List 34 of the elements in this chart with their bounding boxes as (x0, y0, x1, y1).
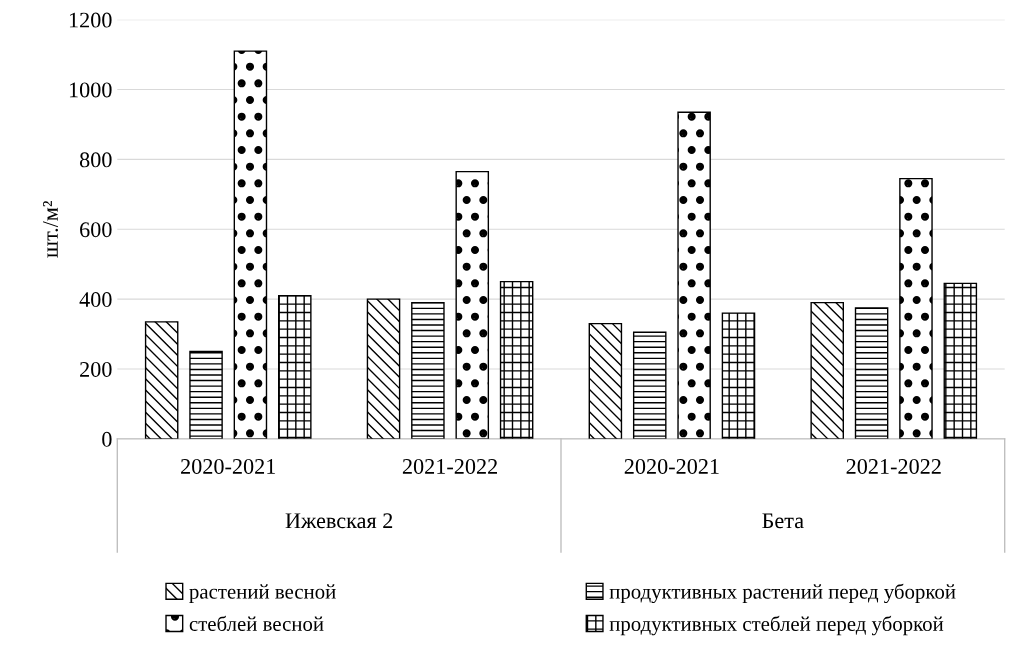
bar (854, 307, 889, 439)
bar (366, 298, 401, 439)
bar (233, 50, 268, 439)
legend-label: продуктивных стеблей перед уборкой (609, 615, 944, 636)
bar (411, 301, 445, 439)
bar (810, 301, 844, 439)
text: Бета (762, 513, 804, 529)
legend-label: стеблей весной (189, 615, 324, 631)
bar (455, 170, 490, 439)
bar (899, 177, 933, 439)
y-tick-label: 200 (80, 361, 112, 377)
legend-label: растений весной (189, 584, 336, 604)
x-tick-label: 2020-2021 (181, 458, 276, 474)
bar (144, 321, 179, 439)
bar (721, 312, 756, 439)
bar (677, 111, 711, 439)
bar (278, 294, 312, 439)
bar (499, 280, 534, 439)
y-tick-label: 0 (102, 431, 112, 447)
y-tick-label: 800 (79, 152, 112, 168)
bar (588, 322, 623, 439)
y-tick-label: 600 (80, 222, 112, 238)
x-tick-label: 2021-2022 (402, 458, 497, 474)
bar (943, 282, 978, 439)
legend-label: продуктивных растений перед уборкой (609, 583, 956, 604)
y-tick-label: 1200 (69, 12, 112, 28)
bar (189, 350, 223, 439)
y-axis-title: шт./м² (43, 200, 59, 258)
x-tick-label: 2020-2021 (624, 458, 719, 474)
y-tick-label: 400 (79, 292, 112, 308)
x-tick-label: 2021-2022 (846, 458, 941, 474)
bar (632, 331, 667, 439)
text: Ижевская 2 (285, 513, 393, 529)
y-tick-label: 1000 (69, 82, 112, 98)
